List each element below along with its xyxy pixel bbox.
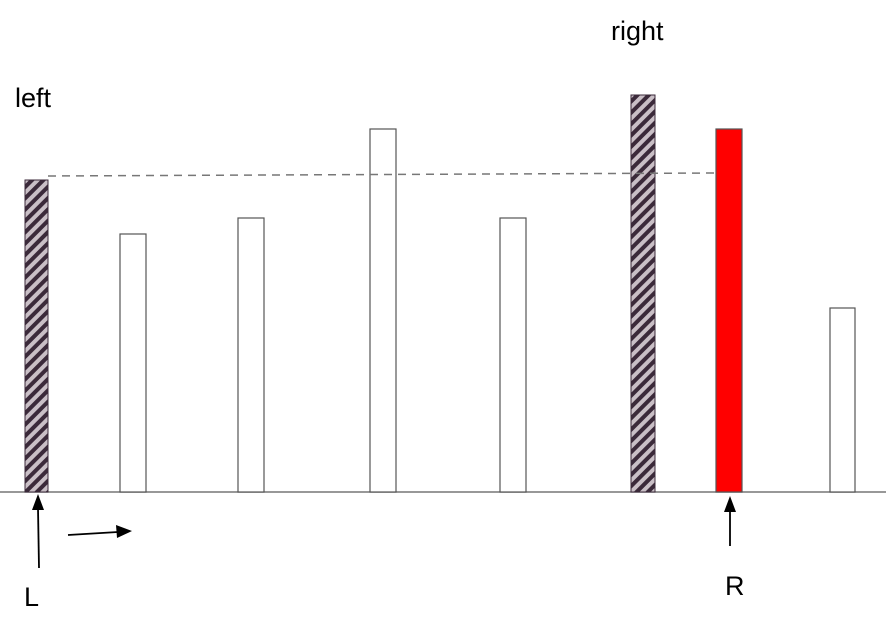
bar-8 <box>829 307 856 493</box>
bar-1 <box>24 179 49 493</box>
move-right-arrow <box>67 525 132 538</box>
bar-5 <box>499 217 527 493</box>
bar-6 <box>630 94 656 493</box>
bar-7 <box>715 128 743 493</box>
right-pointer-arrow <box>724 496 736 546</box>
bar-2 <box>119 233 147 493</box>
bar-4 <box>369 128 397 493</box>
right-pointer-label: R <box>725 571 745 601</box>
left-pointer-arrow <box>32 494 44 569</box>
left-pointer-label: L <box>24 582 39 612</box>
left-label: left <box>15 83 52 113</box>
bars-group <box>24 94 856 493</box>
right-label: right <box>611 16 664 46</box>
bar-3 <box>237 217 265 493</box>
